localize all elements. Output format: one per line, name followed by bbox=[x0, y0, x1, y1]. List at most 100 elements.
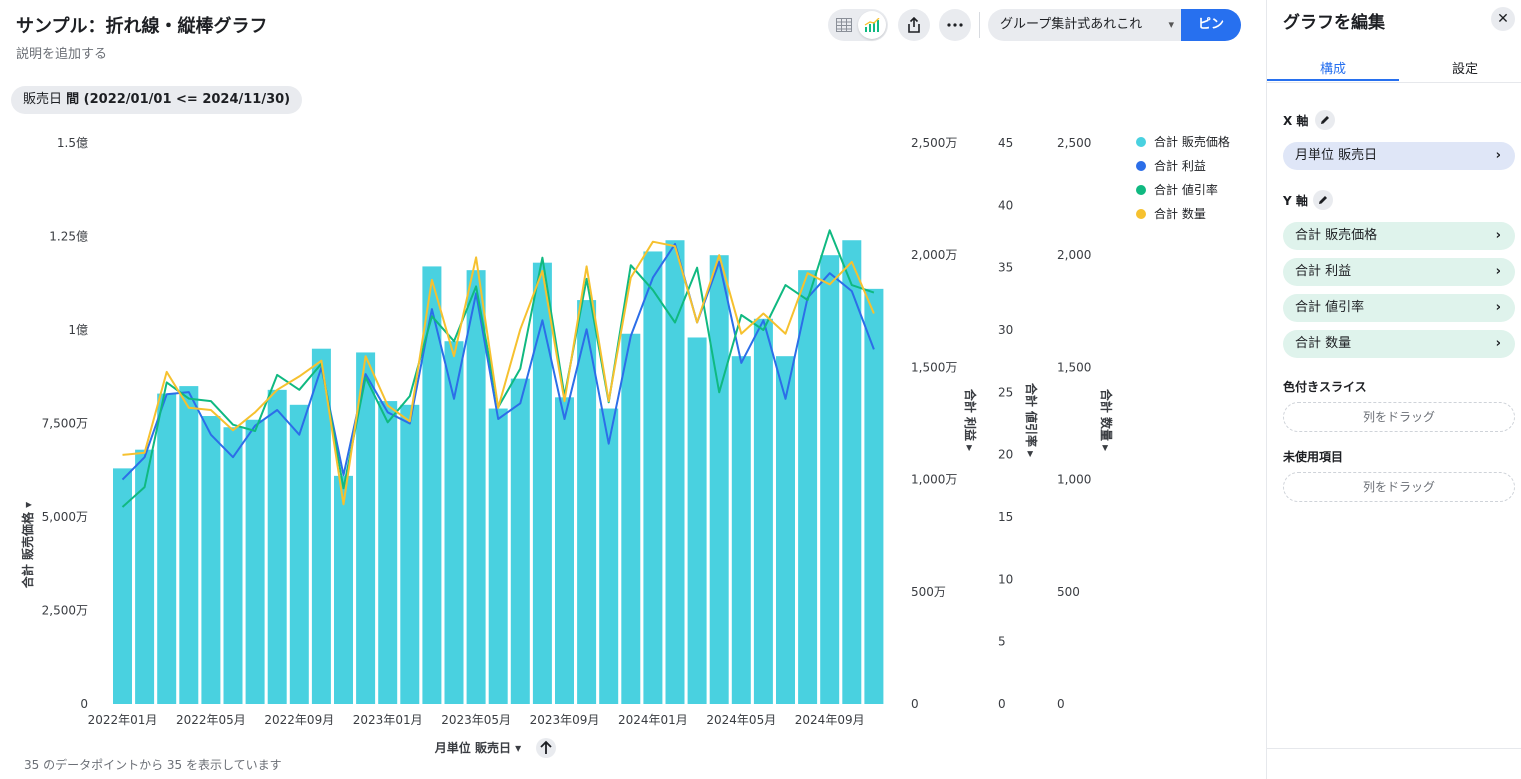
x-tick-label: 2024年01月 bbox=[618, 713, 688, 727]
view-toggle[interactable] bbox=[828, 9, 888, 41]
bar bbox=[135, 449, 155, 704]
bar bbox=[179, 386, 199, 704]
y-tick-label: 0 bbox=[911, 697, 919, 711]
y-tick-label: 10 bbox=[998, 572, 1013, 586]
bar bbox=[555, 397, 574, 704]
y-tick-label: 40 bbox=[998, 198, 1013, 212]
y-axis-item[interactable]: 合計 値引率 › bbox=[1283, 294, 1515, 322]
legend-label: 合計 販売価格 bbox=[1154, 134, 1230, 149]
tab-settings[interactable]: 設定 bbox=[1451, 62, 1478, 77]
x-tick-label: 2024年09月 bbox=[795, 713, 865, 727]
legend-marker bbox=[1136, 185, 1146, 195]
unused-items-dropzone[interactable]: 列をドラッグ bbox=[1283, 472, 1515, 502]
datapoint-count-number: 35 bbox=[24, 758, 40, 772]
bar bbox=[466, 270, 486, 704]
bar bbox=[621, 333, 641, 704]
chevron-right-icon: › bbox=[1495, 300, 1501, 315]
table-view-button[interactable] bbox=[830, 11, 858, 39]
x-axis-title: 月単位 販売日 ▾ bbox=[434, 740, 521, 755]
y-axis-item[interactable]: 合計 販売価格 › bbox=[1283, 222, 1515, 250]
panel-title: グラフを編集 bbox=[1283, 13, 1385, 33]
series-line bbox=[122, 240, 875, 506]
y-tick-label: 15 bbox=[998, 510, 1013, 524]
y-axis-item-label: 合計 利益 bbox=[1295, 264, 1352, 279]
bar bbox=[289, 404, 309, 704]
bar bbox=[267, 389, 287, 704]
y-tick-label: 0 bbox=[1057, 697, 1065, 711]
panel-tabs: 構成 設定 bbox=[1267, 55, 1521, 83]
y-tick-label: 2,500万 bbox=[911, 136, 957, 150]
bar bbox=[113, 468, 132, 704]
edit-x-axis-icon[interactable] bbox=[1315, 110, 1335, 130]
x-tick-label: 2022年09月 bbox=[264, 713, 334, 727]
close-icon[interactable]: ✕ bbox=[1491, 7, 1515, 31]
description-field[interactable]: 説明を追加する bbox=[16, 47, 108, 62]
y-tick-label: 1,000万 bbox=[911, 473, 957, 487]
x-tick-label: 2024年05月 bbox=[706, 713, 776, 727]
x-tick-label: 2023年01月 bbox=[353, 713, 423, 727]
bar bbox=[687, 337, 707, 704]
bar bbox=[311, 348, 331, 704]
y-axis-item[interactable]: 合計 数量 › bbox=[1283, 330, 1515, 358]
unused-items-label: 未使用項目 bbox=[1283, 450, 1344, 464]
datapoint-count: 35 のデータポイントから 35 を表示しています bbox=[24, 756, 282, 773]
bar bbox=[201, 416, 221, 704]
bar bbox=[510, 378, 530, 704]
y-axis-title: 合計 値引率 ▸ bbox=[1024, 383, 1039, 457]
bar bbox=[643, 251, 663, 704]
x-axis-label: X 軸 bbox=[1283, 114, 1309, 128]
y-tick-label: 30 bbox=[998, 323, 1013, 337]
legend-marker bbox=[1136, 137, 1146, 147]
y-tick-label: 20 bbox=[998, 448, 1013, 462]
chart-view-button[interactable] bbox=[858, 11, 886, 39]
datapoint-count-text: のデータポイントから 35 を表示しています bbox=[43, 758, 282, 772]
y-tick-label: 2,500万 bbox=[42, 604, 88, 618]
y-tick-label: 0 bbox=[80, 697, 88, 711]
tab-config[interactable]: 構成 bbox=[1319, 62, 1346, 77]
x-tick-label: 2023年09月 bbox=[530, 713, 600, 727]
page-title[interactable]: サンプル：折れ線・縦棒グラフ bbox=[16, 16, 268, 37]
more-icon bbox=[947, 23, 963, 27]
chart-icon bbox=[864, 18, 880, 32]
table-icon bbox=[836, 18, 852, 32]
bar bbox=[753, 318, 773, 704]
bar bbox=[842, 240, 862, 704]
y-axis-item-label: 合計 数量 bbox=[1295, 336, 1352, 351]
y-tick-label: 1億 bbox=[68, 323, 88, 337]
active-tab-indicator bbox=[1267, 79, 1399, 81]
bar bbox=[532, 262, 552, 704]
bar bbox=[577, 300, 597, 704]
more-options-button[interactable] bbox=[939, 9, 971, 41]
x-tick-label: 2022年05月 bbox=[176, 713, 246, 727]
chevron-right-icon: › bbox=[1495, 336, 1501, 351]
group-select-value: グループ集計式あれこれ bbox=[1000, 17, 1143, 32]
chevron-right-icon: › bbox=[1495, 148, 1501, 163]
chevron-right-icon: › bbox=[1495, 228, 1501, 243]
y-axis-title: 合計 販売価格 ▾ bbox=[20, 502, 35, 588]
bar bbox=[798, 270, 818, 704]
bar bbox=[356, 352, 376, 704]
legend-label: 合計 値引率 bbox=[1154, 182, 1218, 197]
x-tick-label: 2022年01月 bbox=[88, 713, 158, 727]
y-tick-label: 5,000万 bbox=[42, 510, 88, 524]
bar bbox=[334, 475, 353, 704]
y-axis-title: 合計 数量 ▸ bbox=[1099, 389, 1114, 451]
y-tick-label: 2,500 bbox=[1057, 136, 1091, 150]
x-axis-item[interactable]: 月単位 販売日 › bbox=[1283, 142, 1515, 170]
main-area: サンプル：折れ線・縦棒グラフ 説明を追加する グループ集計式あれこれ bbox=[11, 9, 1241, 773]
pin-button[interactable]: ピン bbox=[1181, 9, 1241, 41]
y-axis-item-label: 合計 値引率 bbox=[1295, 300, 1365, 315]
share-icon bbox=[908, 17, 920, 33]
share-button[interactable] bbox=[898, 9, 930, 41]
y-tick-label: 500 bbox=[1057, 585, 1080, 599]
color-slice-dropzone[interactable]: 列をドラッグ bbox=[1283, 402, 1515, 432]
bar bbox=[422, 266, 442, 704]
y-axis-item[interactable]: 合計 利益 › bbox=[1283, 258, 1515, 286]
date-filter-chip[interactable]: 販売日 間 (2022/01/01 <= 2024/11/30) bbox=[11, 86, 303, 114]
edit-chart-panel: グラフを編集 ✕ 構成 設定 X 軸 月単位 販売日 › Y 軸 合計 販売価格… bbox=[1266, 0, 1521, 779]
y-axis-title: 合計 利益 ▸ bbox=[963, 389, 978, 451]
filter-value: 間 (2022/01/01 <= 2024/11/30) bbox=[66, 92, 291, 107]
bar bbox=[245, 419, 265, 704]
edit-y-axis-icon[interactable] bbox=[1313, 190, 1333, 210]
group-select[interactable]: グループ集計式あれこれ ▾ bbox=[988, 9, 1184, 41]
